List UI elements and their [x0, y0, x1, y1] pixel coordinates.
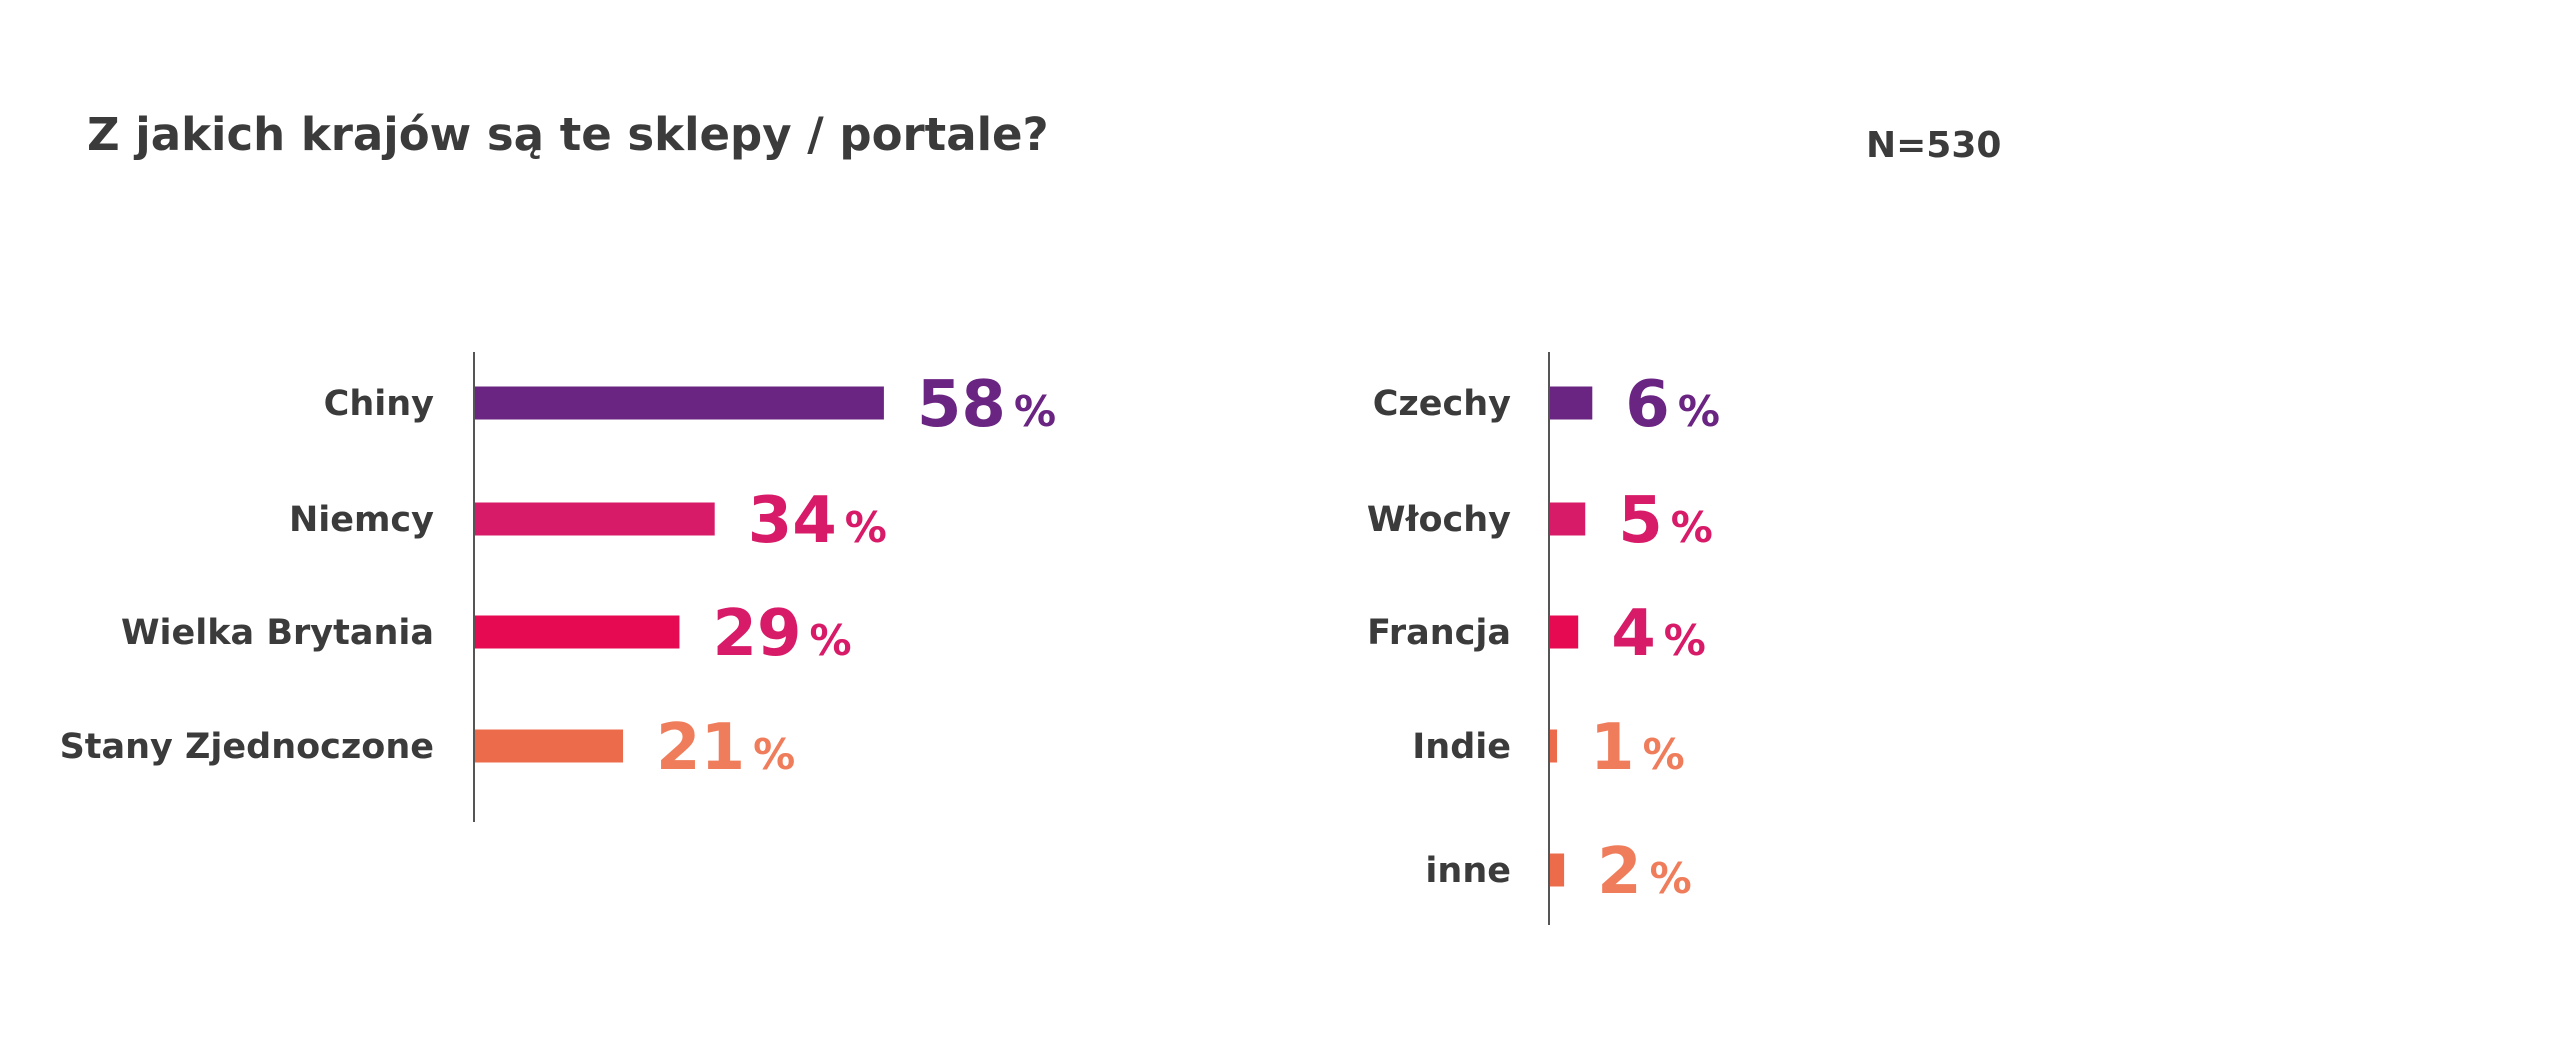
bar — [1550, 502, 1586, 536]
data-label: 29% — [712, 597, 851, 671]
chart-title: Z jakich krajów są te sklepy / portale? — [87, 108, 1049, 161]
data-label: 5% — [1618, 484, 1713, 558]
category-label: Włochy — [1367, 500, 1511, 540]
category-label: Francja — [1367, 613, 1511, 653]
bar — [475, 615, 680, 649]
category-label: Niemcy — [289, 500, 434, 540]
data-label: 4% — [1611, 597, 1706, 671]
bar — [475, 386, 884, 420]
category-label: Chiny — [324, 384, 435, 424]
category-label: Indie — [1412, 727, 1511, 767]
chart-left: Chiny 58 % Niemcy 34 % Wielka Brytania 29 % Stany… — [60, 352, 1056, 822]
bar — [1550, 729, 1558, 763]
bar — [1550, 386, 1593, 420]
data-label: 34% — [748, 484, 887, 558]
chart-right: Czechy 6 % Włochy 5 % Francja 4 % Indie 1 % inne 2% — [1367, 352, 1720, 925]
category-label: Wielka Brytania — [121, 613, 434, 653]
bar — [475, 729, 624, 763]
bar — [1550, 853, 1565, 887]
category-label: Czechy — [1373, 384, 1511, 424]
data-label: 2% — [1597, 835, 1692, 909]
sample-size: N=530 — [1866, 125, 2002, 166]
category-label: inne — [1425, 851, 1511, 891]
category-label: Stany Zjednoczone — [60, 727, 434, 767]
data-label: 58% — [917, 368, 1056, 442]
bar — [475, 502, 715, 536]
bar — [1550, 615, 1579, 649]
data-label: 21% — [656, 711, 795, 785]
data-label: 1% — [1590, 711, 1685, 785]
data-label: 6% — [1625, 368, 1720, 442]
